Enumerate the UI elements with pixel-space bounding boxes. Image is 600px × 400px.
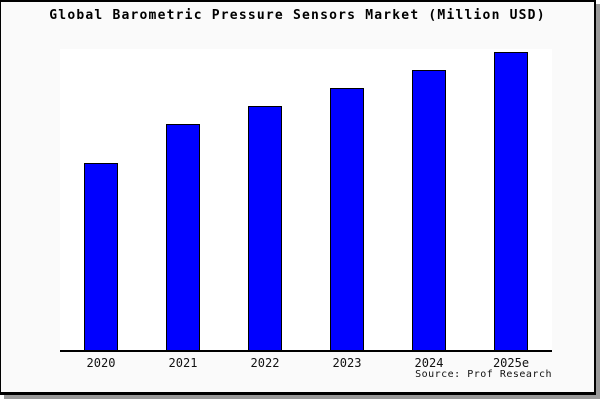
plot-area — [60, 49, 552, 352]
bar-2022 — [248, 106, 282, 350]
bar-slot — [306, 49, 388, 350]
bar-slot — [60, 49, 142, 350]
bar-slot — [470, 49, 552, 350]
bar-2024 — [412, 70, 446, 350]
x-tick-label-2020: 2020 — [86, 356, 116, 370]
x-tick-label-2023: 2023 — [332, 356, 362, 370]
bar-2023 — [330, 88, 364, 350]
x-axis-tick-labels: 2020 2021 2022 2023 2024 2025e — [60, 356, 552, 370]
x-tick-label-2024: 2024 — [414, 356, 444, 370]
bar-2025e — [494, 52, 528, 350]
x-tick-label-2021: 2021 — [168, 356, 198, 370]
x-tick-label-2022: 2022 — [250, 356, 280, 370]
bar-slot — [388, 49, 470, 350]
source-credit: Source: Prof Research — [415, 369, 552, 380]
bar-2021 — [166, 124, 200, 350]
bars-container — [60, 49, 552, 350]
bar-slot — [224, 49, 306, 350]
bar-2020 — [84, 163, 118, 350]
bar-slot — [142, 49, 224, 350]
chart-title: Global Barometric Pressure Sensors Marke… — [49, 8, 546, 23]
x-tick-label-2025e: 2025e — [492, 356, 530, 370]
